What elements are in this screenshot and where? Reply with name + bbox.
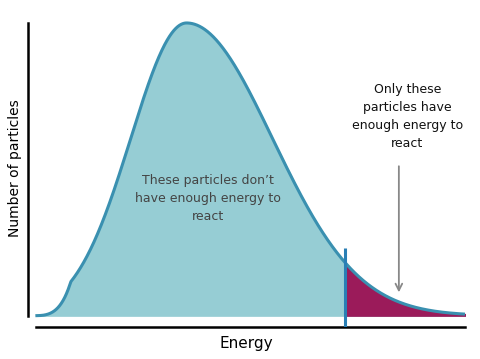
Text: Only these
particles have
enough energy to
react: Only these particles have enough energy … bbox=[352, 83, 463, 150]
Y-axis label: Number of particles: Number of particles bbox=[8, 99, 23, 237]
Text: These particles don’t
have enough energy to
react: These particles don’t have enough energy… bbox=[135, 174, 281, 223]
X-axis label: Energy: Energy bbox=[220, 336, 274, 351]
